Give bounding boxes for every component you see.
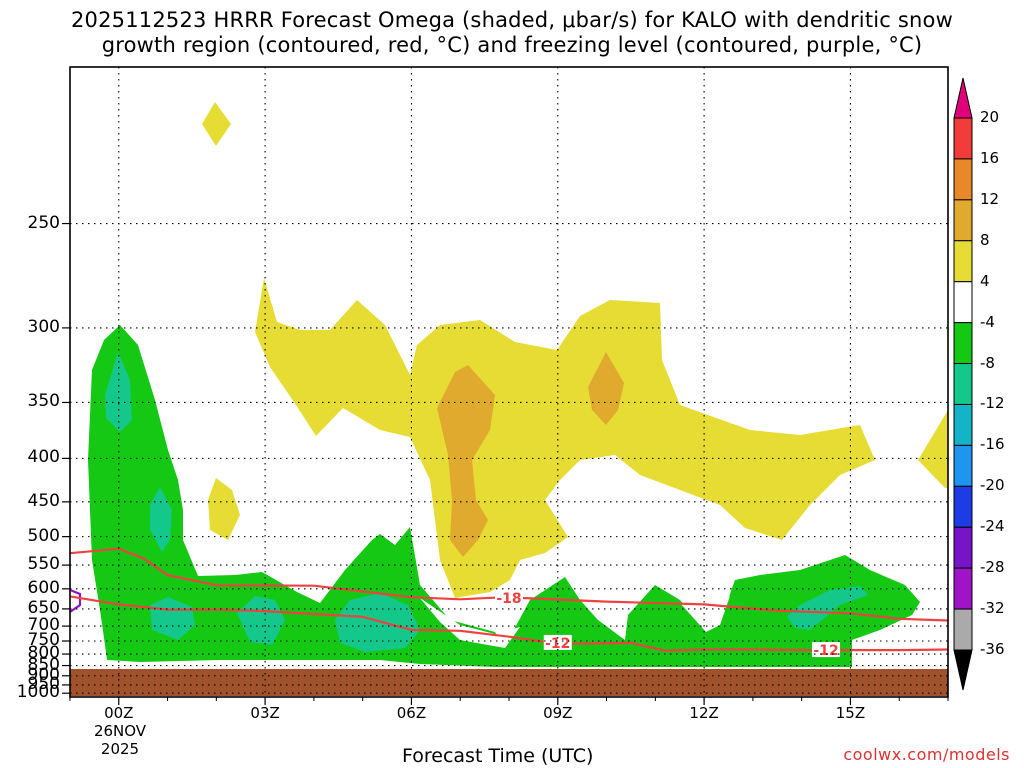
date-day-label: 26NOV xyxy=(93,722,147,740)
contour-label-bg xyxy=(543,634,572,650)
colorbar-swatch xyxy=(953,199,973,242)
y-tick-label: 400 xyxy=(27,447,60,468)
chart-title-line1: 2025112523 HRRR Forecast Omega (shaded, … xyxy=(71,8,953,32)
colorbar-label: -4 xyxy=(980,312,995,331)
colorbar-swatch xyxy=(953,567,973,610)
colorbar-label: -36 xyxy=(980,640,1005,658)
y-tick-label: 900 xyxy=(27,664,60,685)
colorbar-swatch xyxy=(953,322,973,365)
omega-region-orange-2 xyxy=(588,352,624,425)
y-tick-label: 300 xyxy=(27,316,60,337)
omega-region-yellow-right xyxy=(918,410,948,489)
x-tick-label: 12Z xyxy=(689,704,719,722)
y-tick-label: 800 xyxy=(27,643,60,664)
chart-title: 2025112523 HRRR Forecast Omega (shaded, … xyxy=(0,8,1024,58)
y-tick-label: 450 xyxy=(27,490,60,511)
y-tick-label: 500 xyxy=(27,525,60,546)
y-tick-label: 350 xyxy=(27,391,60,412)
contour-label: -12 xyxy=(813,643,838,659)
omega-region-teal-3 xyxy=(150,597,195,640)
y-tick-label: 700 xyxy=(27,615,60,636)
colorbar-swatch xyxy=(953,608,973,651)
chart-title-line2: growth region (contoured, red, °C) and f… xyxy=(101,33,923,57)
omega-region-orange-1 xyxy=(437,365,495,557)
y-tick-label: 650 xyxy=(27,597,60,618)
colorbar-label: -8 xyxy=(980,353,995,372)
colorbar-label: -32 xyxy=(980,599,1005,618)
colorbar-label: -20 xyxy=(980,476,1005,495)
contour-label-bg xyxy=(495,590,523,606)
colorbar-label: 16 xyxy=(980,148,1000,167)
y-tick-label: 750 xyxy=(27,630,60,650)
colorbar-label: -12 xyxy=(980,394,1005,413)
date-year-label: 2025 xyxy=(100,740,140,758)
plot-border xyxy=(69,66,949,698)
x-axis-label: Forecast Time (UTC) xyxy=(402,745,594,767)
x-tick-label: 09Z xyxy=(543,704,573,722)
colorbar-swatch xyxy=(953,526,973,569)
colorbar-label: 8 xyxy=(980,230,990,249)
colorbar-swatch xyxy=(953,117,973,160)
omega-region-yellow-top xyxy=(202,102,231,146)
contour-label-bg xyxy=(812,642,841,658)
colorbar-top-arrow xyxy=(953,77,973,119)
colorbar-swatch xyxy=(953,403,973,446)
ground-surface xyxy=(70,669,948,696)
x-tick-label: 00Z xyxy=(104,704,134,722)
omega-region-teal-4 xyxy=(237,596,285,645)
y-tick-label: 250 xyxy=(27,212,60,233)
y-tick-label: 600 xyxy=(27,577,60,598)
omega-region-teal-2 xyxy=(150,487,172,552)
colorbar-swatch xyxy=(953,158,973,201)
colorbar-label: 4 xyxy=(980,271,990,290)
colorbar-swatch xyxy=(953,281,973,324)
contour-line xyxy=(70,547,948,622)
colorbar-label: 20 xyxy=(980,108,1000,126)
omega-region-yellow-small xyxy=(208,478,240,540)
x-tick-label: 06Z xyxy=(396,704,427,722)
x-tick-label: 03Z xyxy=(250,704,280,722)
colorbar-swatch xyxy=(953,363,973,405)
colorbar-swatch xyxy=(953,444,973,487)
colorbar-label: -16 xyxy=(980,435,1005,454)
y-tick-label: 1000 xyxy=(16,682,60,703)
omega-region-yellow-main xyxy=(255,278,875,598)
colorbar-label: -24 xyxy=(980,517,1005,536)
colorbar-bottom-arrow xyxy=(953,649,973,691)
credit-label: coolwx.com/models xyxy=(843,745,1010,764)
colorbar xyxy=(953,77,973,691)
contour-label: -18 xyxy=(496,591,521,607)
omega-region-teal-5 xyxy=(335,593,420,652)
y-tick-label: 550 xyxy=(27,554,60,575)
omega-region-teal-6 xyxy=(787,586,868,630)
y-tick-label: 950 xyxy=(27,673,60,694)
colorbar-swatch xyxy=(953,485,973,528)
y-tick-label: 850 xyxy=(27,654,60,675)
x-tick-label: 15Z xyxy=(835,704,866,722)
freezing-level-stub xyxy=(70,588,82,613)
colorbar-swatch xyxy=(953,240,973,283)
contour-line xyxy=(70,595,948,652)
colorbar-label: 12 xyxy=(980,189,1000,208)
colorbar-label: -28 xyxy=(980,558,1005,577)
